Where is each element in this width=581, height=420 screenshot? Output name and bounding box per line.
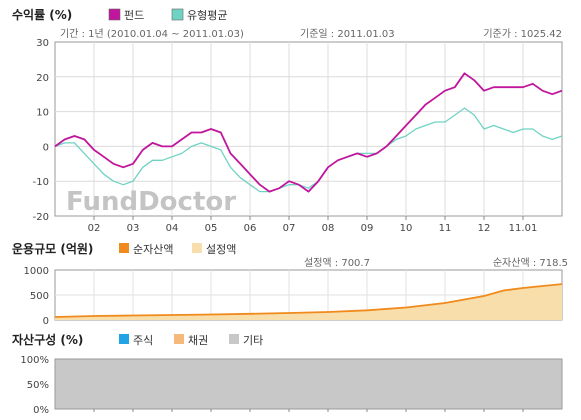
size-chart: 0 500 1000 [24,266,563,327]
legend-net-assets-swatch [119,243,129,253]
x-tick-label: 06 [244,223,257,234]
returns-plot-area [54,41,563,217]
y-tick-label: 50% [27,380,49,391]
legend-fund-label: 펀드 [124,9,144,22]
setup-amount-text: 설정액 : 700.7 [304,257,370,269]
y-tick-label: 500 [30,291,49,302]
net-amount-text: 순자산액 : 718.5 [493,257,568,269]
legend-setup-label: 설정액 [206,243,236,256]
legend-bond-swatch [174,334,184,344]
legend-net-assets-label: 순자산액 [133,243,173,256]
y-tick-label: 1000 [24,266,49,277]
y-tick-label: 0 [43,316,49,327]
setup-amount-area [55,285,562,320]
size-section-title: 운용규모 (억원) [12,241,93,256]
x-tick-label: 02 [88,223,101,234]
x-tick-label: 10 [400,223,413,234]
y-tick-label: 0 [43,142,49,153]
legend-average-label: 유형평균 [187,9,227,22]
y-tick-label: 30 [36,38,49,49]
returns-section-title: 수익률 (%) [12,8,72,22]
y-tick-label: -20 [33,212,49,223]
period-text: 기간 : 1년 (2010.01.04 ~ 2011.01.03) [60,28,244,40]
x-tick-label: 11 [439,223,452,234]
x-tick-label: 04 [166,223,179,234]
watermark: FundDoctor [66,187,236,217]
y-tick-label: 20 [36,73,49,84]
legend-other-swatch [229,334,239,344]
fund-return-line [54,72,563,193]
x-tick-label: 12 [478,223,491,234]
y-tick-label: 10 [36,108,49,119]
legend-setup-swatch [192,243,202,253]
average-return-line [54,107,563,193]
x-tick-label: 07 [283,223,296,234]
x-tick-label: 08 [322,223,335,234]
y-tick-label: 0% [33,405,49,416]
legend-bond-label: 채권 [188,334,208,347]
other-assets-area [54,358,563,410]
x-tick-label: 11.01 [509,223,538,234]
x-tick-label: 09 [361,223,374,234]
y-tick-label: 100% [20,355,49,366]
legend-stock-swatch [119,334,129,344]
asset-composition-chart: 0% 50% 100% [20,355,563,416]
returns-chart: -20 -10 0 10 20 30 02 03 04 05 06 07 08 09 10 11 12 11.01… [33,38,563,234]
legend-fund-swatch [108,8,121,21]
legend-stock-label: 주식 [133,334,153,347]
legend-other-label: 기타 [243,334,263,347]
y-tick-label: -10 [33,177,49,188]
x-tick-label: 03 [127,223,140,234]
legend-average-swatch [171,8,184,21]
base-price-text: 기준가 : 1025.42 [483,28,562,40]
net-assets-line [54,283,563,318]
x-tick-label: 05 [205,223,218,234]
base-date-text: 기준일 : 2011.01.03 [300,28,395,40]
assets-section-title: 자산구성 (%) [12,332,83,347]
